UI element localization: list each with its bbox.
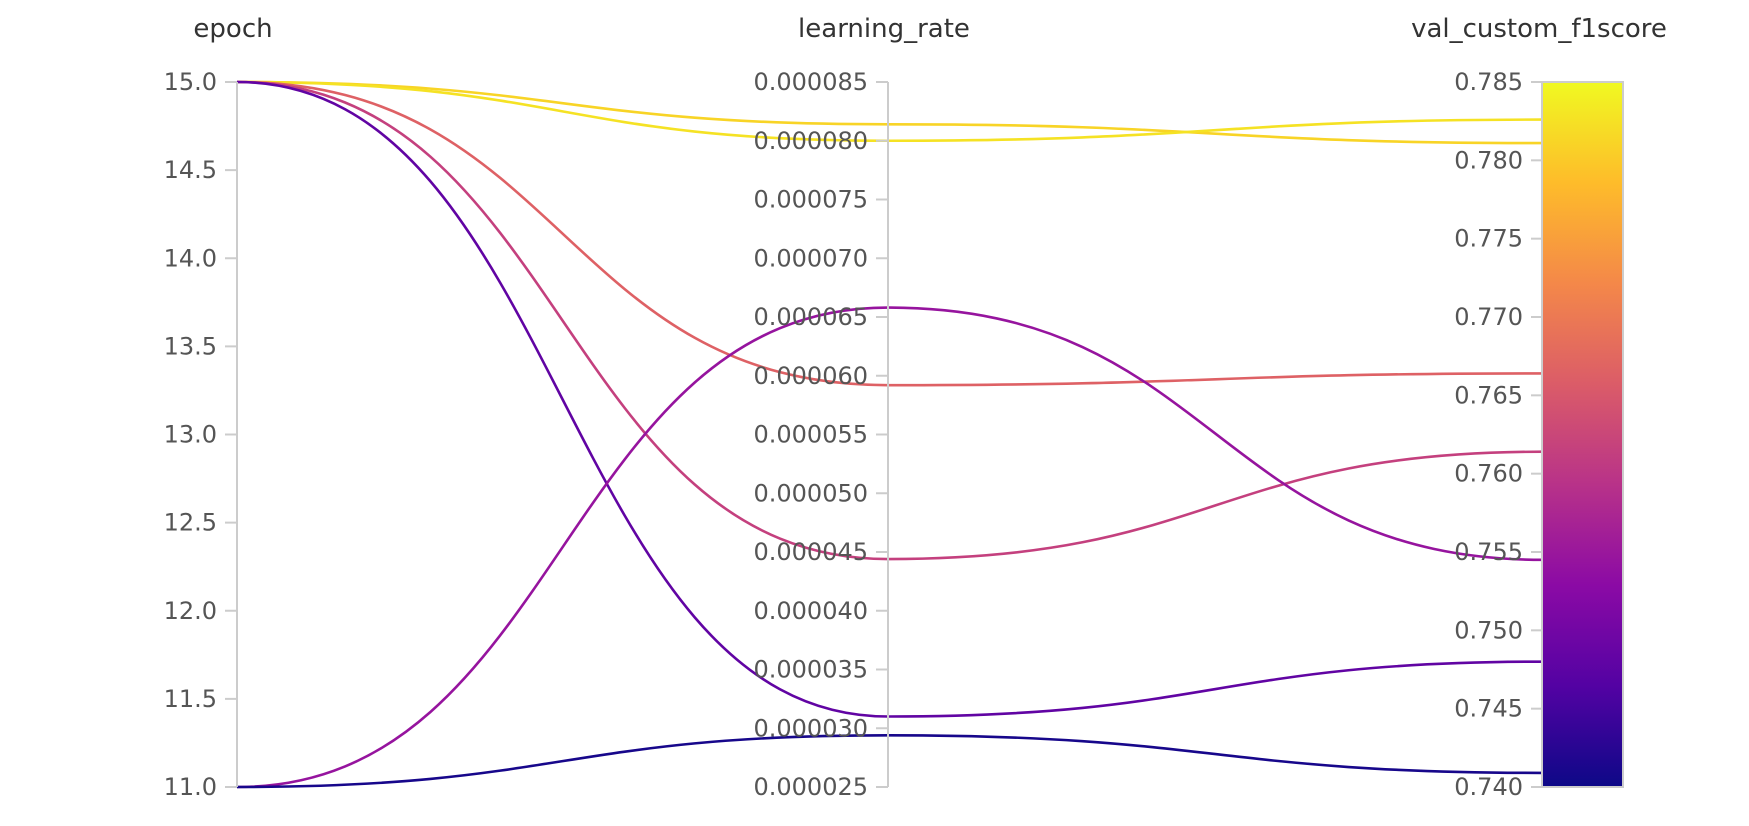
tick-label: 0.755 — [1454, 538, 1523, 566]
tick-label: 0.000055 — [753, 421, 868, 449]
tick-label: 14.5 — [164, 156, 217, 184]
tick-label: 0.775 — [1454, 225, 1523, 253]
tick-label: 0.780 — [1454, 146, 1523, 174]
run-line-4[interactable] — [236, 80, 1544, 561]
tick-label: 0.760 — [1454, 460, 1523, 488]
tick-label: 13.5 — [164, 332, 217, 360]
tick-label: 11.0 — [164, 773, 217, 801]
axis-title: val_custom_f1score — [1411, 14, 1667, 44]
tick-label: 0.770 — [1454, 303, 1523, 331]
tick-label: 12.0 — [164, 597, 217, 625]
tick-label: 11.5 — [164, 685, 217, 713]
axis-val_custom_f1score: val_custom_f1score 0.740 0.745 0.750 0.755 0.… — [1411, 14, 1667, 801]
tick-label: 0.000040 — [753, 597, 868, 625]
run-line-7[interactable] — [236, 733, 1544, 789]
axis-title: epoch — [193, 14, 272, 44]
run-line-6[interactable] — [236, 306, 1544, 789]
tick-label: 0.745 — [1454, 695, 1523, 723]
tick-label: 13.0 — [164, 421, 217, 449]
colorbar — [1541, 81, 1624, 788]
tick-label: 0.740 — [1454, 773, 1523, 801]
axis-learning_rate: learning_rate 0.000025 0.000030 0.000035 0.0… — [753, 14, 969, 801]
tick-label: 0.000045 — [753, 538, 868, 566]
axis-title: learning_rate — [798, 14, 970, 44]
tick-label: 0.000030 — [753, 714, 868, 742]
tick-label: 14.0 — [164, 244, 217, 272]
axes: epoch 11.0 11.5 12.0 12.5 13.0 13.5 14.0 14.5 15.… — [164, 14, 1667, 801]
tick-label: 0.000070 — [753, 244, 868, 272]
tick-label: 0.000075 — [753, 186, 868, 214]
axis-epoch: epoch 11.0 11.5 12.0 12.5 13.0 13.5 14.0 14.5 15.… — [164, 14, 273, 801]
tick-label: 12.5 — [164, 509, 217, 537]
tick-label: 0.000060 — [753, 362, 868, 390]
run-line-5[interactable] — [236, 80, 1544, 718]
run-lines — [236, 80, 1544, 789]
tick-label: 0.000035 — [753, 656, 868, 684]
tick-label: 0.000065 — [753, 303, 868, 331]
tick-label: 0.000080 — [753, 127, 868, 155]
tick-label: 0.000025 — [753, 773, 868, 801]
tick-label: 0.765 — [1454, 381, 1523, 409]
tick-label: 0.000085 — [753, 68, 868, 96]
tick-label: 0.750 — [1454, 616, 1523, 644]
run-line-3[interactable] — [236, 80, 1544, 387]
tick-label: 0.785 — [1454, 68, 1523, 96]
tick-label: 15.0 — [164, 68, 217, 96]
tick-label: 0.000050 — [753, 479, 868, 507]
